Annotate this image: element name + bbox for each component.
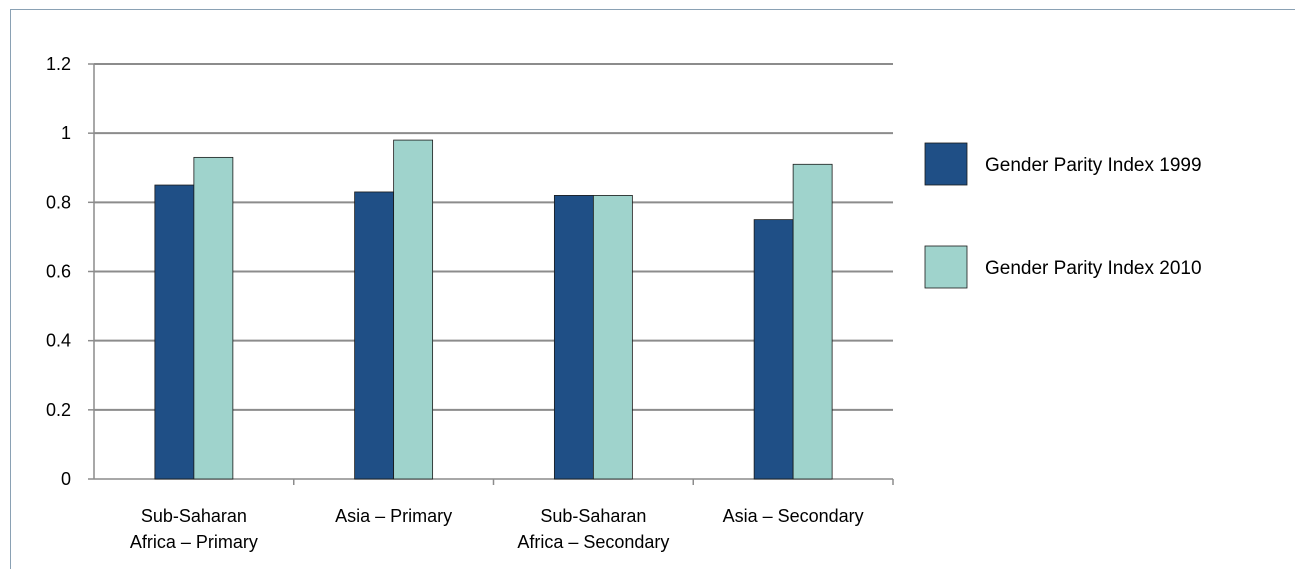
legend-label: Gender Parity Index 1999 xyxy=(985,155,1202,176)
y-tick-label: 0.8 xyxy=(46,192,71,212)
axis-labels: 0 0.2 0.4 0.6 0.8 1 1.2 Sub-Saharan Africa – Pri… xyxy=(46,54,864,552)
legend-swatch xyxy=(924,142,968,186)
x-category-label: Asia – Primary xyxy=(335,506,452,526)
y-tick-label: 0.4 xyxy=(46,331,71,351)
bar-1999-cat-1 xyxy=(354,191,395,480)
bars xyxy=(154,139,833,480)
legend-label: Gender Parity Index 2010 xyxy=(985,258,1202,279)
legend: Gender Parity Index 1999 Gender Parity In… xyxy=(924,142,1202,289)
bar-2010-cat-0 xyxy=(193,156,234,480)
x-category-label: Africa – Primary xyxy=(130,532,258,552)
y-tick-label: 0.6 xyxy=(46,262,71,282)
x-category-label: Africa – Secondary xyxy=(517,532,669,552)
bar-1999-cat-3 xyxy=(753,219,794,480)
y-tick-label: 0.2 xyxy=(46,400,71,420)
bar-2010-cat-2 xyxy=(592,195,633,480)
y-tick-label: 1 xyxy=(61,123,71,143)
y-tick-label: 1.2 xyxy=(46,54,71,74)
y-tick-label: 0 xyxy=(61,469,71,489)
bar-2010-cat-3 xyxy=(792,163,833,480)
x-category-label: Sub-Saharan xyxy=(141,506,247,526)
chart-frame xyxy=(10,9,1295,569)
bar-2010-cat-1 xyxy=(393,139,434,480)
x-category-label: Asia – Secondary xyxy=(723,506,864,526)
legend-swatch xyxy=(924,245,968,289)
x-category-label: Sub-Saharan xyxy=(540,506,646,526)
bar-1999-cat-0 xyxy=(154,184,195,480)
bar-1999-cat-2 xyxy=(553,195,594,480)
